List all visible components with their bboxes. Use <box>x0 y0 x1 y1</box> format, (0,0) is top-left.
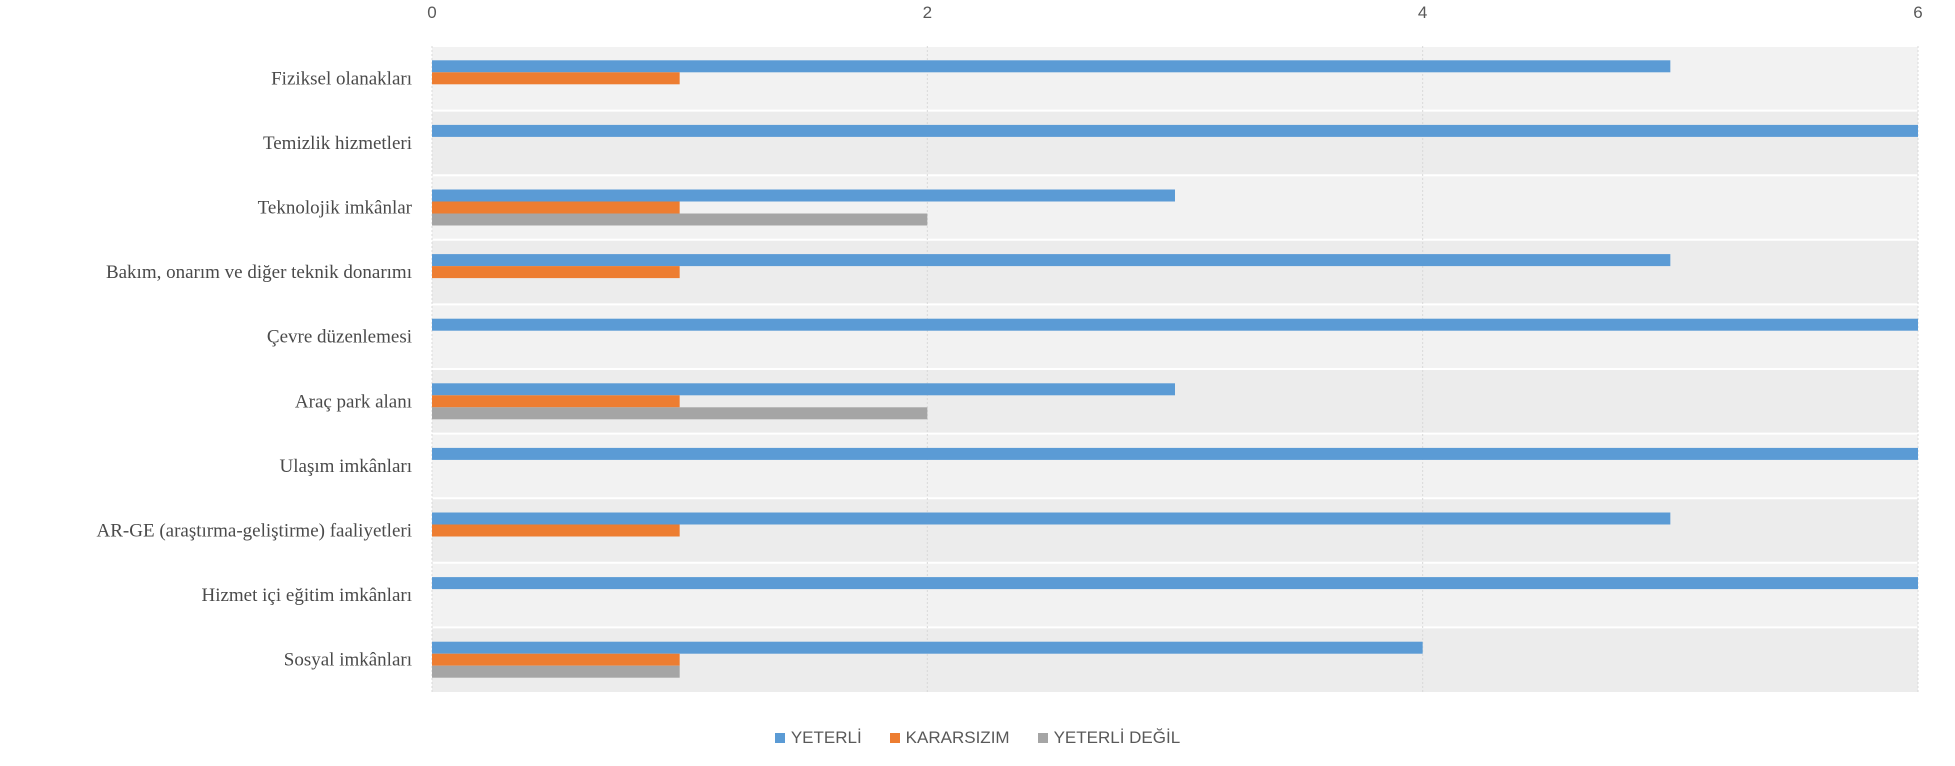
bar <box>432 407 928 420</box>
category-label: Bakım, onarım ve diğer teknik donarımı <box>106 262 412 283</box>
bar <box>432 653 680 666</box>
legend: YETERLİ KARARSIZIM YETERLİ DEĞİL <box>0 728 1955 748</box>
bar <box>432 577 1918 590</box>
x-tick-label: 0 <box>427 3 436 22</box>
category-label: Sosyal imkânları <box>284 650 412 671</box>
x-tick-label: 6 <box>1913 3 1922 22</box>
category-band <box>432 433 1918 499</box>
category-label: Ulaşım imkânları <box>280 456 412 477</box>
category-band <box>432 110 1918 176</box>
category-label: Temizlik hizmetleri <box>263 133 412 154</box>
bar <box>432 189 1175 202</box>
bar <box>432 512 1671 525</box>
bar <box>432 395 680 408</box>
category-band <box>432 562 1918 628</box>
legend-label: YETERLİ DEĞİL <box>1053 728 1181 747</box>
bar <box>432 213 928 226</box>
category-label: Araç park alanı <box>295 391 412 412</box>
category-labels: Fiziksel olanakları Temizlik hizmetleri Te… <box>97 68 413 670</box>
category-band <box>432 304 1918 369</box>
bars <box>432 60 1918 678</box>
legend-swatch <box>889 733 900 743</box>
bar <box>432 641 1423 654</box>
category-label: AR-GE (araştırma-geliştirme) faaliyetler… <box>97 521 412 542</box>
bar <box>432 318 1918 331</box>
category-label: Fiziksel olanakları <box>271 68 412 89</box>
legend-item: KARARSIZIM <box>889 728 1010 748</box>
x-tick-label: 4 <box>1418 3 1427 22</box>
legend-swatch <box>1037 733 1048 743</box>
category-label: Çevre düzenlemesi <box>267 327 412 348</box>
category-bands <box>432 45 1918 692</box>
legend-label: KARARSIZIM <box>905 728 1010 747</box>
bar <box>432 665 680 678</box>
bar <box>432 447 1918 460</box>
legend-label: YETERLİ <box>790 728 862 747</box>
category-label: Teknolojik imkânlar <box>258 198 413 219</box>
bar <box>432 124 1918 137</box>
x-axis-ticks: 0 2 4 6 <box>427 3 1922 22</box>
bar <box>432 60 1671 73</box>
legend-item: YETERLİ <box>774 728 862 748</box>
legend-item: YETERLİ DEĞİL <box>1037 728 1181 748</box>
bar <box>432 383 1175 396</box>
x-tick-label: 2 <box>923 3 932 22</box>
bar <box>432 201 680 214</box>
legend-swatch <box>774 733 785 743</box>
bar <box>432 524 680 537</box>
bar <box>432 266 680 279</box>
bar <box>432 254 1671 267</box>
category-label: Hizmet içi eğitim imkânları <box>201 585 412 606</box>
bar <box>432 72 680 85</box>
